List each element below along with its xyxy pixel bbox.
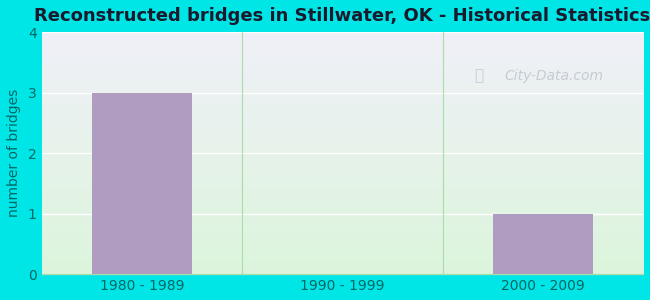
Y-axis label: number of bridges: number of bridges: [7, 89, 21, 217]
Text: City-Data.com: City-Data.com: [505, 69, 604, 82]
Text: ⦿: ⦿: [474, 68, 484, 83]
Bar: [92, 93, 192, 274]
Title: Reconstructed bridges in Stillwater, OK - Historical Statistics: Reconstructed bridges in Stillwater, OK …: [34, 7, 650, 25]
Bar: [493, 214, 593, 274]
